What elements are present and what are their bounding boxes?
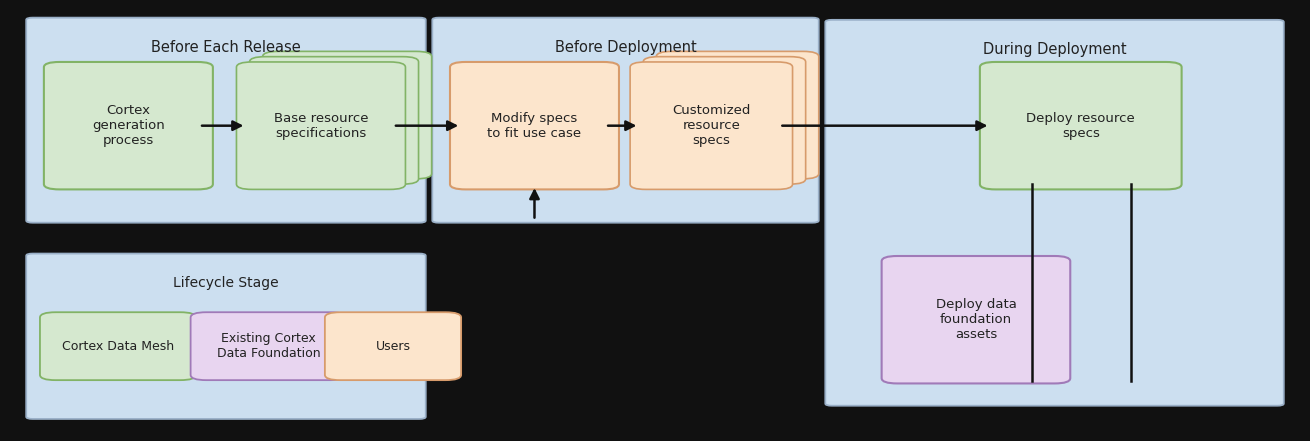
FancyBboxPatch shape bbox=[262, 51, 432, 179]
Text: Users: Users bbox=[376, 340, 410, 353]
FancyBboxPatch shape bbox=[882, 256, 1070, 383]
Text: During Deployment: During Deployment bbox=[982, 42, 1127, 57]
FancyBboxPatch shape bbox=[26, 18, 426, 223]
FancyBboxPatch shape bbox=[39, 312, 196, 380]
Text: Before Deployment: Before Deployment bbox=[554, 40, 697, 55]
Text: Deploy resource
specs: Deploy resource specs bbox=[1026, 112, 1136, 140]
Text: Customized
resource
specs: Customized resource specs bbox=[672, 104, 751, 147]
Text: Lifecycle Stage: Lifecycle Stage bbox=[173, 276, 279, 290]
FancyBboxPatch shape bbox=[630, 62, 793, 190]
Text: Deploy data
foundation
assets: Deploy data foundation assets bbox=[935, 298, 1017, 341]
Text: Base resource
specifications: Base resource specifications bbox=[274, 112, 368, 140]
FancyBboxPatch shape bbox=[249, 56, 419, 184]
FancyBboxPatch shape bbox=[190, 312, 346, 380]
Text: Before Each Release: Before Each Release bbox=[151, 40, 301, 55]
FancyBboxPatch shape bbox=[980, 62, 1182, 190]
Text: Cortex Data Mesh: Cortex Data Mesh bbox=[62, 340, 174, 353]
FancyBboxPatch shape bbox=[643, 56, 806, 184]
FancyBboxPatch shape bbox=[432, 18, 819, 223]
FancyBboxPatch shape bbox=[656, 51, 819, 179]
FancyBboxPatch shape bbox=[325, 312, 461, 380]
Text: Cortex
generation
process: Cortex generation process bbox=[92, 104, 165, 147]
Text: Modify specs
to fit use case: Modify specs to fit use case bbox=[487, 112, 582, 140]
FancyBboxPatch shape bbox=[451, 62, 620, 190]
FancyBboxPatch shape bbox=[45, 62, 212, 190]
FancyBboxPatch shape bbox=[236, 62, 406, 190]
FancyBboxPatch shape bbox=[26, 254, 426, 419]
FancyBboxPatch shape bbox=[825, 20, 1284, 406]
Text: Existing Cortex
Data Foundation: Existing Cortex Data Foundation bbox=[216, 332, 321, 360]
